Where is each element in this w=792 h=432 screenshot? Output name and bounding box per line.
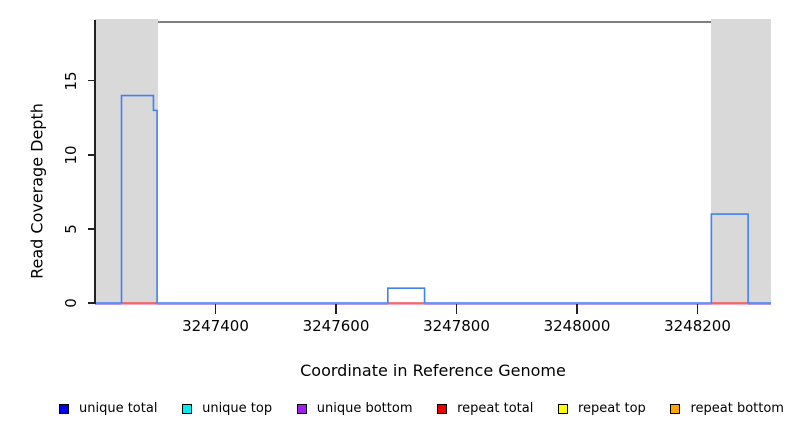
legend-item-repeat-top: repeat top — [558, 401, 646, 416]
y-axis-title: Read Coverage Depth — [27, 103, 47, 279]
x-tick — [214, 304, 217, 314]
y-tick-label: 15 — [62, 71, 80, 91]
x-tick — [696, 304, 699, 314]
x-tick — [455, 304, 458, 314]
repeat-top-swatch-icon — [558, 403, 568, 414]
unique-total-swatch-icon — [59, 403, 69, 414]
x-tick-label: 3247600 — [302, 317, 370, 335]
y-tick — [88, 154, 95, 156]
y-tick-label: 0 — [62, 298, 80, 308]
x-tick — [576, 304, 578, 314]
unique-top-swatch-icon — [182, 403, 193, 414]
legend-item-unique-total: unique total — [59, 401, 157, 416]
x-tick-label: 3247800 — [423, 317, 490, 335]
shaded-region — [711, 19, 771, 304]
y-tick — [88, 302, 95, 304]
legend-item-unique-top: unique top — [182, 401, 272, 416]
legend-label: unique total — [79, 401, 158, 416]
repeat-bottom-swatch-icon — [670, 403, 681, 414]
chart-canvas — [95, 94, 771, 306]
y-tick — [88, 79, 95, 82]
y-tick — [88, 228, 95, 230]
legend-label: unique bottom — [316, 401, 413, 416]
x-tick-label: 3247400 — [182, 317, 249, 335]
x-tick-label: 3248000 — [543, 317, 611, 335]
unique-bottom-swatch-icon — [296, 403, 307, 414]
legend-item-unique-bottom: unique bottom — [296, 401, 413, 416]
legend-item-repeat-total: repeat total — [437, 401, 533, 416]
x-axis-title: Coordinate in Reference Genome — [300, 361, 566, 380]
unique-total-coverage-line — [95, 94, 771, 304]
x-tick — [335, 304, 337, 314]
y-tick-label: 10 — [62, 145, 80, 165]
repeat-total-swatch-icon — [437, 403, 448, 414]
shaded-region — [95, 19, 158, 304]
legend-label: repeat top — [578, 401, 646, 416]
plot-top-border — [95, 21, 771, 23]
y-tick-label: 5 — [62, 224, 80, 234]
legend-label: repeat bottom — [690, 401, 784, 416]
legend-label: unique top — [202, 401, 273, 416]
legend-item-repeat-bottom: repeat bottom — [670, 401, 784, 416]
y-axis-line — [94, 20, 96, 304]
x-tick-label: 3248200 — [664, 317, 731, 335]
legend-label: repeat total — [457, 401, 534, 416]
legend: unique total unique top unique bottom re… — [59, 401, 784, 416]
